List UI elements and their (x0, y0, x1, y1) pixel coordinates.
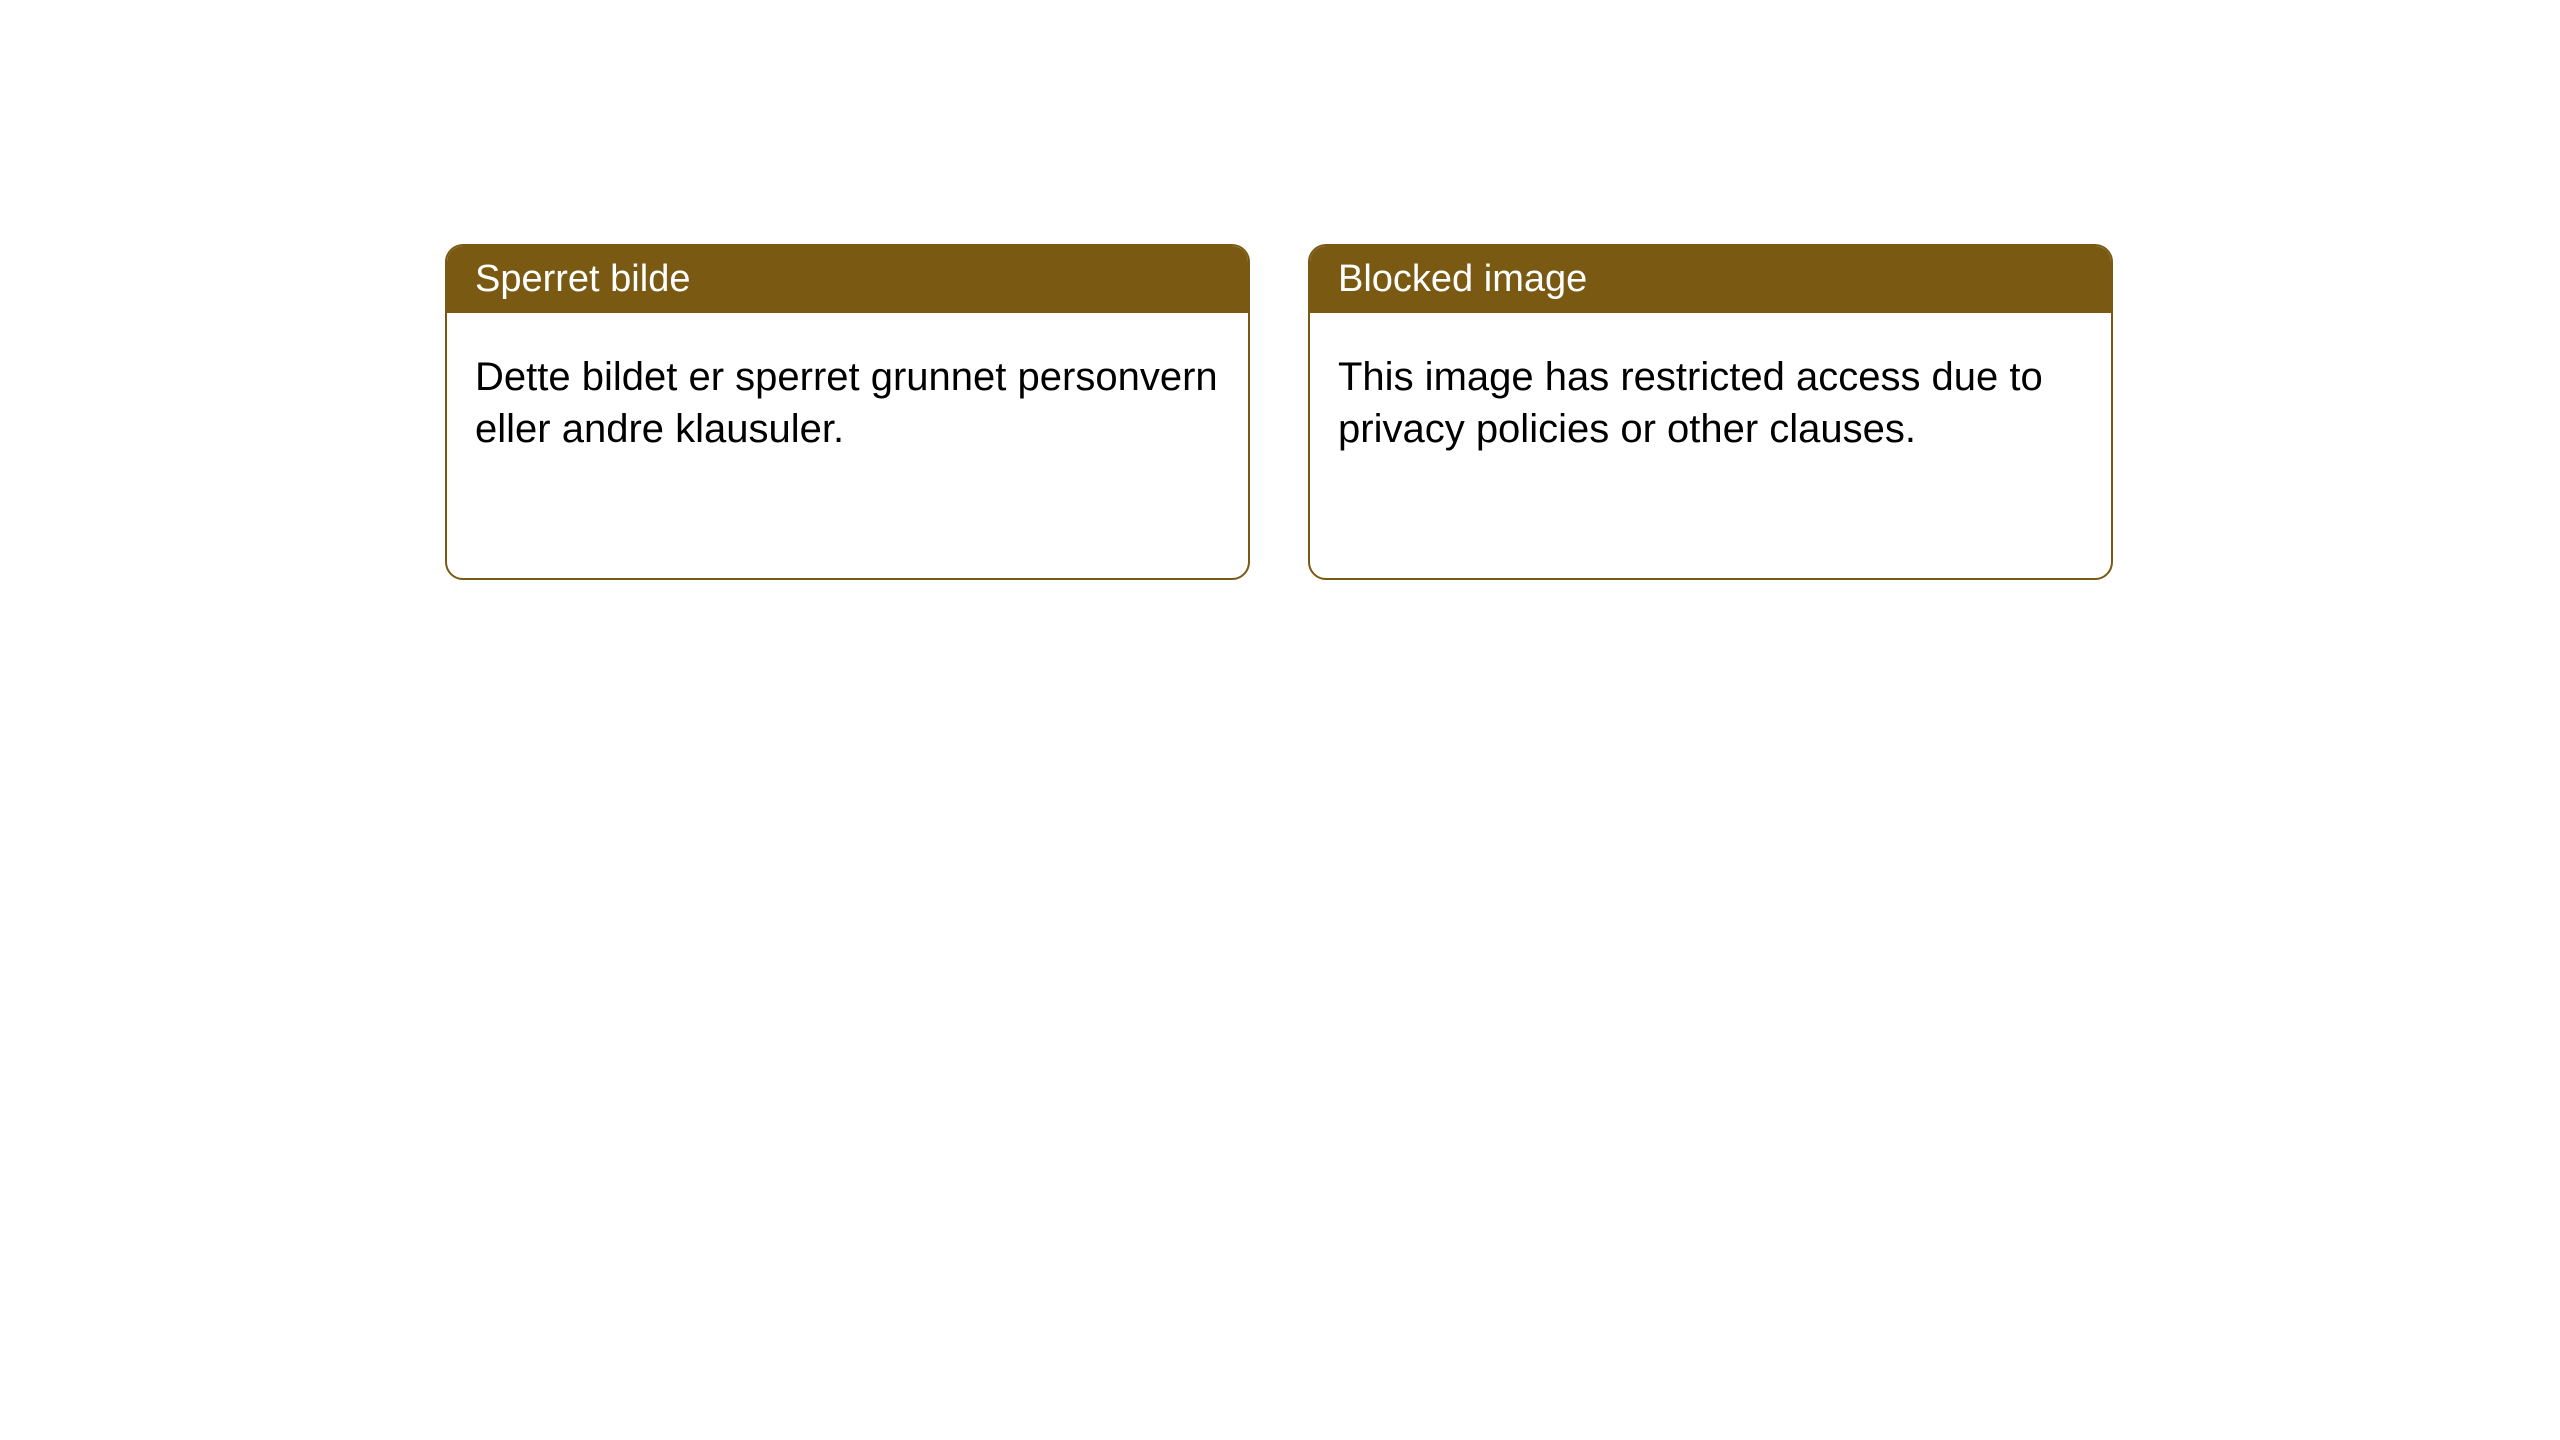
card-title: Blocked image (1338, 258, 1587, 300)
card-body-text: This image has restricted access due to … (1338, 355, 2043, 451)
notice-container: Sperret bilde Dette bildet er sperret gr… (0, 0, 2560, 580)
blocked-image-card-en: Blocked image This image has restricted … (1308, 244, 2113, 580)
card-header: Blocked image (1310, 246, 2111, 313)
card-header: Sperret bilde (447, 246, 1248, 313)
card-body: Dette bildet er sperret grunnet personve… (447, 313, 1248, 493)
card-title: Sperret bilde (475, 258, 690, 300)
card-body: This image has restricted access due to … (1310, 313, 2111, 493)
card-body-text: Dette bildet er sperret grunnet personve… (475, 355, 1218, 451)
blocked-image-card-no: Sperret bilde Dette bildet er sperret gr… (445, 244, 1250, 580)
